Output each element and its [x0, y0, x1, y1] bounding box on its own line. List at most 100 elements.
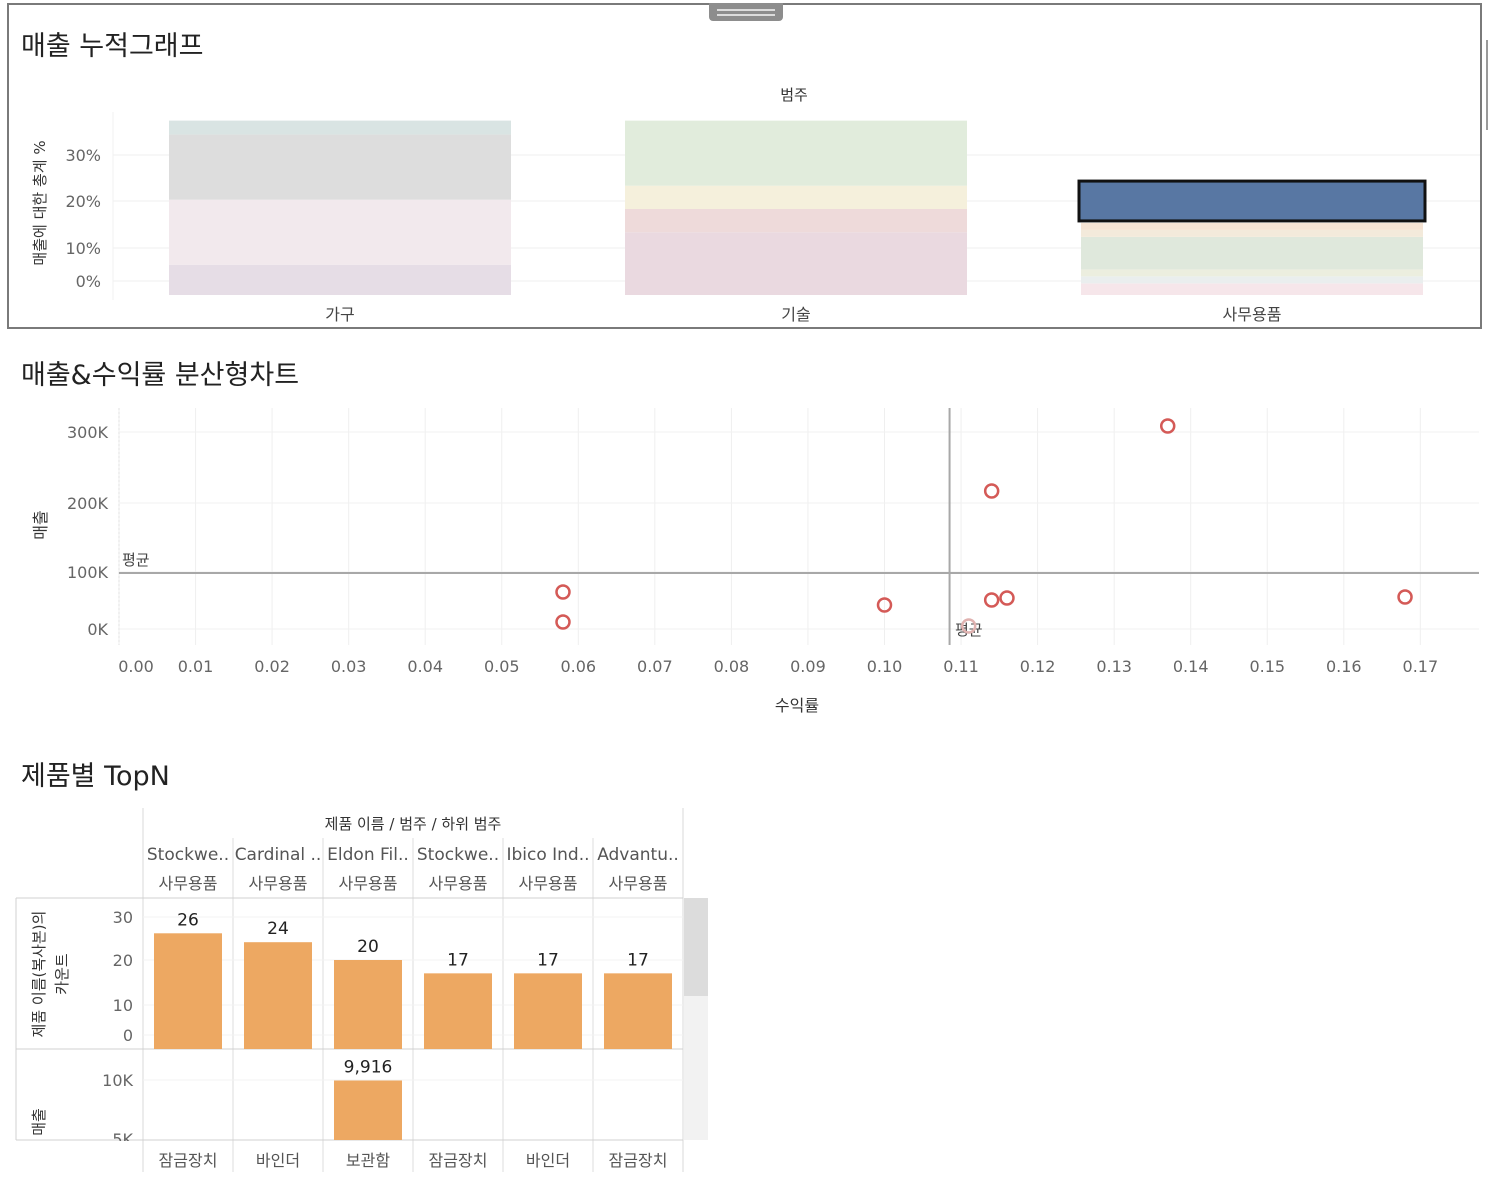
- bar-value-label: 20: [357, 937, 379, 957]
- x-tick-label: 0.02: [254, 657, 290, 676]
- x-tick-label: 0.04: [407, 657, 443, 676]
- x-tick-label: 0.08: [714, 657, 750, 676]
- bar-segment: [1081, 222, 1423, 230]
- bar-value-label: 24: [267, 919, 289, 939]
- bar-value-label: 26: [177, 910, 199, 930]
- bar-value-label: 17: [447, 950, 469, 970]
- category-label: 사무용품: [249, 874, 308, 893]
- category-label: 사무용품: [609, 874, 668, 893]
- product-name-label: Advantu..: [597, 845, 679, 865]
- scatter-point: [960, 618, 977, 634]
- x-tick-label: 0.09: [790, 657, 826, 676]
- bar-segment-highlight: [1077, 179, 1427, 223]
- scatter-point: [983, 483, 1000, 499]
- scatter-point: [555, 584, 571, 600]
- scatter-point: [1397, 589, 1413, 605]
- count-bar: [604, 973, 672, 1049]
- topn-header: 제품 이름 / 범주 / 하위 범주: [325, 815, 502, 833]
- y-tick-label: 0K: [87, 620, 108, 639]
- y-axis-title: 제품 이름(복사본)의: [30, 911, 48, 1038]
- bar-value-label: 9,916: [344, 1058, 393, 1078]
- average-label-y: 평균: [122, 551, 150, 569]
- category-label: 사무용품: [159, 874, 218, 893]
- x-tick-label: 0.00: [118, 657, 154, 676]
- bar-segment: [169, 199, 511, 265]
- product-name-label: Ibico Ind..: [506, 845, 589, 865]
- topn-chart-title: 제품별 TopN: [21, 761, 170, 792]
- bar-segment: [169, 120, 511, 135]
- x-tick-label: 0.17: [1403, 657, 1439, 676]
- y-axis-title: 매출: [31, 510, 50, 539]
- bar-segment: [1081, 269, 1423, 277]
- category-label: 사무용품: [339, 874, 398, 893]
- subcategory-label: 잠금장치: [429, 1151, 488, 1170]
- bar-segment: [1081, 276, 1423, 284]
- x-tick-label: 0.10: [867, 657, 903, 676]
- bar-segment: [1081, 283, 1423, 295]
- category-label: 사무용품: [1223, 305, 1282, 324]
- subcategory-label: 잠금장치: [159, 1151, 218, 1170]
- subcategory-label: 바인더: [526, 1151, 570, 1170]
- count-bar: [334, 960, 402, 1049]
- x-tick-label: 0.03: [331, 657, 367, 676]
- bar-segment: [169, 134, 511, 200]
- bar-segment: [1081, 229, 1423, 237]
- scatter-chart-title: 매출&수익률 분산형차트: [21, 360, 300, 391]
- y-axis-title: 매출에 대한 총계 %: [31, 140, 49, 265]
- category-label: 기술: [781, 305, 810, 324]
- y-tick-label: 30%: [65, 146, 101, 165]
- count-bar: [424, 973, 492, 1049]
- scatter-point: [999, 590, 1015, 606]
- y-tick-label: 10%: [65, 239, 101, 258]
- bar-segment: [169, 264, 511, 295]
- product-name-label: Cardinal ..: [235, 845, 322, 865]
- scatter-point: [1159, 418, 1176, 434]
- y-tick-label: 200K: [67, 494, 109, 513]
- y-axis-title: 카운트: [53, 953, 71, 995]
- category-label: 사무용품: [429, 874, 488, 893]
- scrollbar-thumb: [684, 898, 708, 996]
- y-tick-label: 20%: [65, 192, 101, 211]
- y-tick-label: 20: [113, 951, 133, 970]
- side-panel-tab[interactable]: [1486, 40, 1494, 130]
- bar-segment: [625, 185, 967, 209]
- column-header: 범주: [780, 86, 808, 104]
- y-tick-label: 10: [113, 996, 133, 1015]
- sales-bar: [334, 1080, 402, 1140]
- y-tick-label: 0: [123, 1026, 133, 1045]
- x-tick-label: 0.14: [1173, 657, 1209, 676]
- tick-mask: [100, 1141, 140, 1153]
- y-tick-label: 30: [113, 908, 133, 927]
- x-tick-label: 0.15: [1249, 657, 1285, 676]
- scatter-point: [555, 614, 571, 630]
- y-tick-label: 10K: [102, 1071, 133, 1090]
- bar-segment: [625, 232, 967, 295]
- category-label: 가구: [325, 305, 354, 324]
- stacked-chart-title: 매출 누적그래프: [21, 31, 204, 62]
- category-label: 사무용품: [519, 874, 578, 893]
- x-tick-label: 0.12: [1020, 657, 1056, 676]
- bar-value-label: 17: [537, 950, 559, 970]
- x-axis-title: 수익률: [775, 696, 819, 715]
- panel-drag-handle[interactable]: [709, 3, 783, 21]
- scatter-point: [983, 592, 1000, 608]
- x-tick-label: 0.06: [560, 657, 596, 676]
- x-tick-label: 0.07: [637, 657, 673, 676]
- product-name-label: Stockwe..: [147, 845, 229, 865]
- bar-value-label: 17: [627, 950, 649, 970]
- x-tick-label: 0.05: [484, 657, 520, 676]
- bar-segment: [625, 208, 967, 233]
- x-tick-label: 0.16: [1326, 657, 1362, 676]
- count-bar: [514, 973, 582, 1049]
- scatter-point: [876, 597, 893, 613]
- product-name-label: Stockwe..: [417, 845, 499, 865]
- count-bar: [244, 942, 312, 1049]
- x-tick-label: 0.13: [1096, 657, 1132, 676]
- subcategory-label: 잠금장치: [609, 1151, 668, 1170]
- y-axis-title: 매출: [30, 1108, 48, 1136]
- y-tick-label: 300K: [67, 423, 109, 442]
- subcategory-label: 바인더: [256, 1151, 300, 1170]
- x-tick-label: 0.11: [943, 657, 979, 676]
